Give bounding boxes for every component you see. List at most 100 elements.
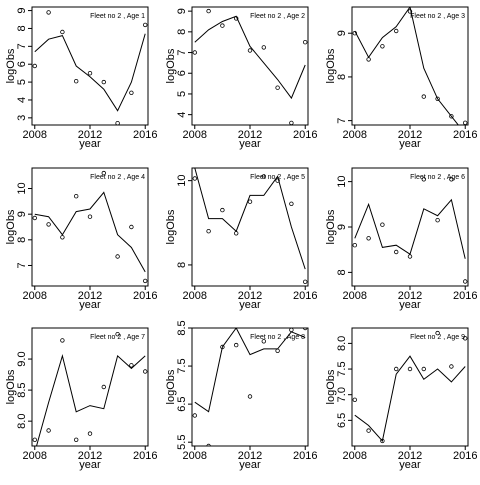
panel-1: 2008 2012 2016 3 4 5 6 7 8 9 year logObs Fleet no 2 … xyxy=(5,6,157,150)
panel-2-x-tick-label: 2016 xyxy=(293,129,317,141)
panel-9-observed-point xyxy=(407,366,413,372)
panel-9-observed-point xyxy=(449,364,454,369)
panel-4-observed-point xyxy=(115,254,120,259)
panel-4-y-tick-label: 10 xyxy=(16,182,28,194)
panel-7-x-tick-label: 2008 xyxy=(23,450,47,462)
panel-6: 2008 2012 2016 8 9 10 year logObs Fleet no 2 , A… xyxy=(325,167,477,311)
panel-6-observed-point xyxy=(421,177,426,182)
panel-2-y-tick-label: 4 xyxy=(176,112,188,118)
panel-8-y-tick-label: 7.5 xyxy=(176,358,188,373)
panel-1-x-tick-label: 2012 xyxy=(78,129,102,141)
panel-5-observed-point xyxy=(220,207,225,213)
panel-9-x-tick-label: 2016 xyxy=(453,450,477,462)
panel-1-observed-point xyxy=(46,10,51,15)
panel-4-y-tick-label: 9 xyxy=(16,211,28,217)
panel-8-observed-point xyxy=(303,328,308,331)
panel-8-y-tick-label: 5.5 xyxy=(176,435,188,450)
panel-9: 2008 2012 2016 6.5 7.0 7.5 8.0 year logObs Fleet … xyxy=(325,327,477,471)
panel-7-y-tick-label: 9.0 xyxy=(16,351,28,366)
panel-5-y-axis-label: logObs xyxy=(165,209,177,244)
panel-5-y-tick-label: 10 xyxy=(176,175,188,187)
panel-1-observed-point xyxy=(142,22,148,28)
panel-3-y-axis-label: logObs xyxy=(325,48,337,83)
panel-5-y-tick-label: 8 xyxy=(176,262,188,268)
panel-2-fitted-line xyxy=(194,15,306,100)
panel-2-observed-point xyxy=(303,40,308,45)
panel-7: 2008 2012 2016 8.0 8.5 9.0 year logObs Fleet no … xyxy=(5,327,157,471)
panel-1-fitted-line xyxy=(34,33,146,112)
panel-7-fitted-line xyxy=(36,353,146,446)
panel-2-observed-point xyxy=(247,48,253,53)
panel-4-x-tick-label: 2012 xyxy=(78,290,102,302)
panel-6-y-tick-label: 9 xyxy=(336,224,348,230)
panel-7-observed-point xyxy=(129,363,134,368)
panel-1-title: Fleet no 2 , Age 1 xyxy=(90,13,145,20)
panel-2-y-tick-label: 5 xyxy=(176,91,188,97)
panel-7-x-axis-label: year xyxy=(79,459,101,471)
panel-8-x-tick-label: 2008 xyxy=(183,450,207,462)
panel-6-observed-point xyxy=(352,242,357,248)
panel-7-x-tick-label: 2016 xyxy=(133,450,157,462)
panel-5-observed-point xyxy=(233,231,239,236)
panel-9-y-tick-label: 6.5 xyxy=(336,413,348,428)
panel-9-observed-point xyxy=(394,366,399,372)
panel-2-y-tick-label: 8 xyxy=(176,29,188,35)
panel-4-x-tick-label: 2008 xyxy=(23,290,47,302)
panel-2: 2008 2012 2016 4 5 6 7 8 9 year logObs Fleet no 2 ,… xyxy=(165,6,317,150)
panel-6-y-tick-label: 10 xyxy=(336,175,348,187)
panel-1-x-axis-label: year xyxy=(79,138,101,150)
panel-9-frame xyxy=(351,327,469,447)
panel-2-title: Fleet no 2 , Age 2 xyxy=(250,13,305,20)
panel-8-y-tick-label: 8.5 xyxy=(176,320,188,335)
panel-1-observed-point xyxy=(87,70,93,76)
panel-2-y-tick-label: 9 xyxy=(176,8,188,14)
panel-3: 2008 2012 2016 7 8 9 year logObs Fleet no 2 , Ag… xyxy=(325,6,477,150)
panel-5-fitted-line xyxy=(194,168,306,270)
panel-3-frame xyxy=(351,6,469,126)
panel-9-x-tick-label: 2012 xyxy=(398,450,422,462)
panel-2-frame xyxy=(191,6,309,126)
panel-3-observed-point xyxy=(380,44,385,49)
panel-1-x-tick-label: 2016 xyxy=(133,129,157,141)
panel-4-x-axis-label: year xyxy=(79,299,101,311)
panel-2-observed-point xyxy=(275,85,280,90)
panel-4-observed-point xyxy=(46,222,51,227)
panel-7-title: Fleet no 2 , Age 7 xyxy=(90,334,145,341)
panel-7-observed-point xyxy=(101,384,106,390)
panel-2-y-axis-label: logObs xyxy=(165,48,177,83)
panel-4-x-tick-label: 2016 xyxy=(133,290,157,302)
panel-3-observed-point xyxy=(366,57,371,62)
panel-6-x-tick-label: 2016 xyxy=(453,290,477,302)
panel-8-fitted-line xyxy=(194,328,306,413)
panel-9-observed-point xyxy=(380,438,385,444)
panel-6-frame xyxy=(351,167,469,287)
panel-4-observed-point xyxy=(142,278,148,284)
panel-7-y-tick-label: 8.0 xyxy=(16,414,28,429)
panel-8-x-tick-label: 2012 xyxy=(238,450,262,462)
panel-8: 2008 2012 2016 5.5 6.5 7.5 8.5 year logObs Fleet … xyxy=(165,320,317,471)
panel-9-observed-point xyxy=(352,397,357,402)
panel-6-observed-point xyxy=(380,222,385,227)
panel-1-observed-point xyxy=(60,29,65,35)
panel-9-y-tick-label: 7.0 xyxy=(336,387,348,402)
panel-1-observed-point xyxy=(32,63,37,69)
panel-5-frame xyxy=(191,167,309,287)
panel-3-observed-point xyxy=(449,114,454,119)
panel-3-fitted-line xyxy=(354,7,459,125)
panel-4-observed-point xyxy=(60,235,65,240)
panel-2-observed-point xyxy=(233,16,239,21)
panel-1-y-tick-label: 7 xyxy=(16,43,28,49)
panel-5-observed-point xyxy=(303,279,308,284)
panel-5-observed-point xyxy=(289,201,294,206)
panel-8-observed-point xyxy=(206,443,211,446)
panel-5-observed-point xyxy=(247,199,253,204)
panel-7-y-tick-label: 8.5 xyxy=(16,382,28,397)
panel-8-x-tick-label: 2016 xyxy=(293,450,317,462)
panel-2-x-axis-label: year xyxy=(239,138,261,150)
panel-9-observed-point xyxy=(435,330,440,336)
panel-3-y-tick-label: 8 xyxy=(336,74,348,80)
panel-1-y-tick-label: 9 xyxy=(16,8,28,14)
panel-6-x-tick-label: 2012 xyxy=(398,290,422,302)
panel-6-observed-point xyxy=(463,279,468,284)
panel-1-x-tick-label: 2008 xyxy=(23,129,47,141)
